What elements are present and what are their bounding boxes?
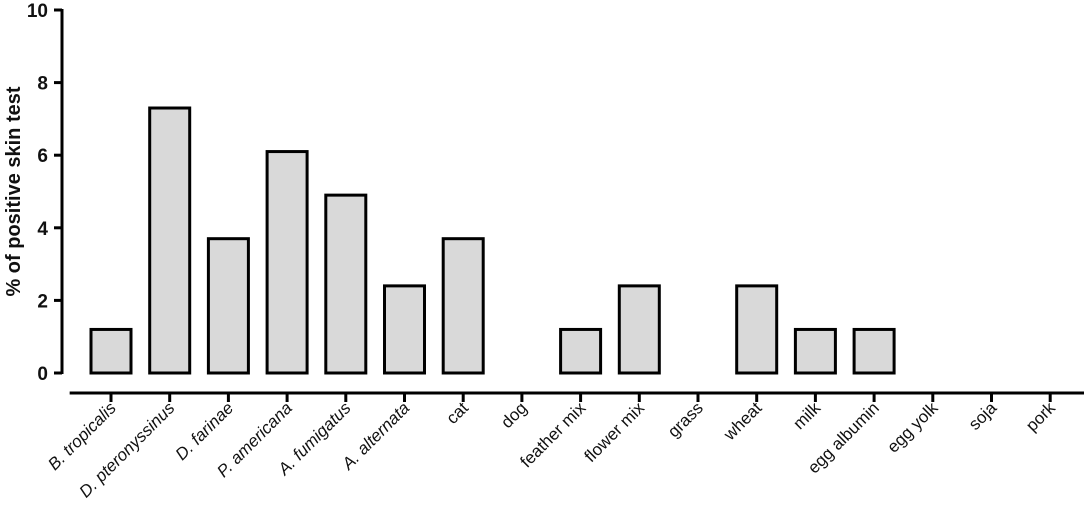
bar (735, 284, 779, 375)
y-tick-label: 10 (27, 1, 48, 22)
x-tick-label: flower mix (581, 398, 649, 466)
bar (383, 284, 426, 375)
y-tick-label: 8 (37, 74, 48, 95)
bar (793, 327, 837, 375)
x-tick-label: pork (1022, 398, 1059, 435)
bar (206, 237, 250, 375)
bar (559, 327, 603, 375)
y-tick-label: 4 (37, 219, 48, 240)
y-axis-title: % of positive skin test (3, 86, 25, 296)
x-tick-label: grass (664, 398, 707, 441)
bar (852, 327, 896, 375)
bar (148, 106, 192, 375)
bar (324, 193, 368, 375)
x-tick-label: dog (497, 398, 530, 431)
x-tick-label: wheat (719, 398, 765, 444)
x-tick-label: milk (789, 398, 824, 433)
bar (89, 327, 133, 375)
y-tick-label: 0 (37, 364, 48, 385)
x-tick-label: cat (443, 398, 473, 428)
bar (617, 284, 661, 375)
bar (441, 237, 485, 375)
y-tick-label: 6 (37, 146, 48, 167)
x-tick-label: soja (965, 398, 1001, 434)
x-tick-label: egg yolk (883, 398, 942, 457)
y-tick-label: 2 (37, 291, 48, 312)
bar (265, 150, 309, 375)
